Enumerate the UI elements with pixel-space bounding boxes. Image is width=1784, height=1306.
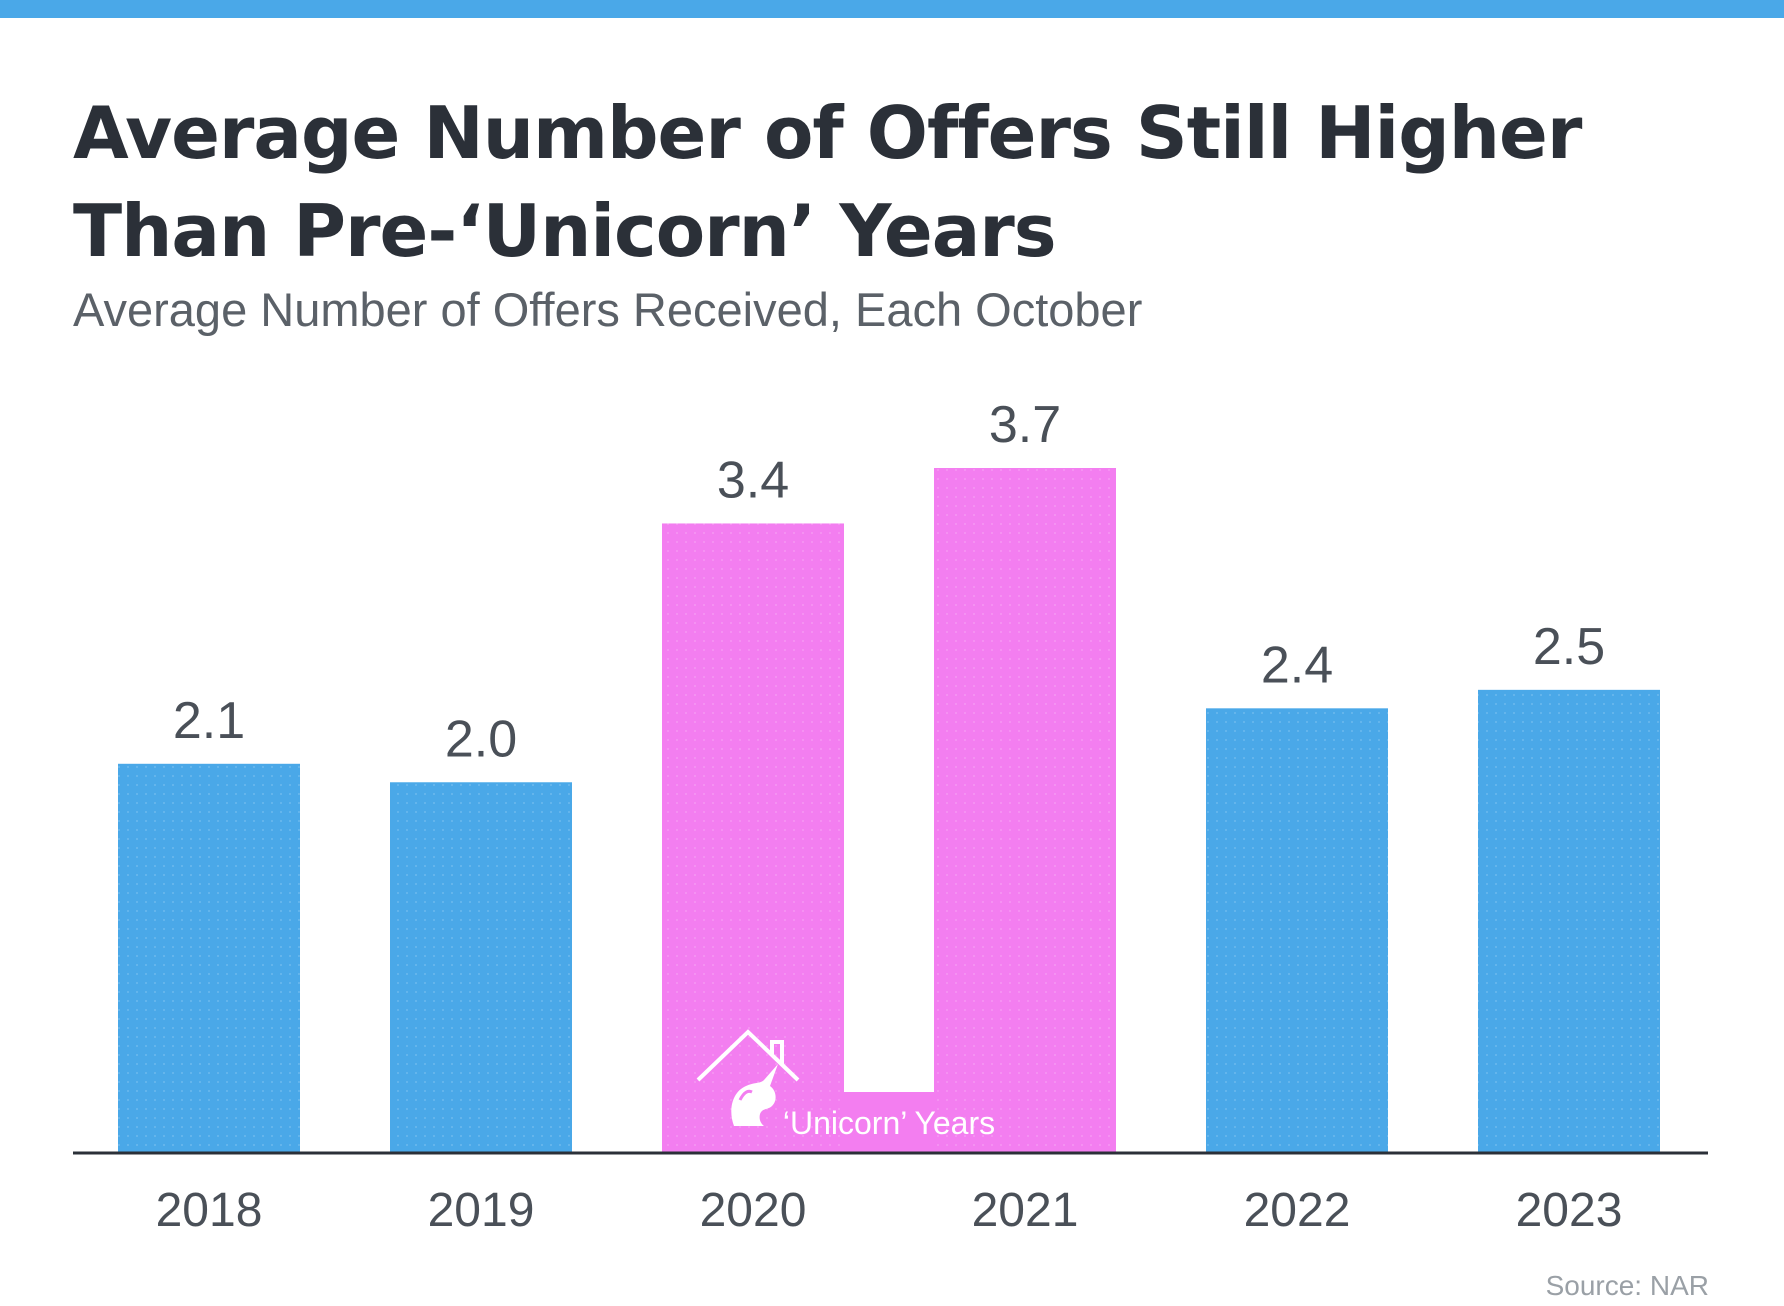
bar-texture-2018 xyxy=(118,763,300,1152)
x-tick-label-2023: 2023 xyxy=(1516,1184,1623,1237)
chart-title: Average Number of Offers Still Higher Th… xyxy=(73,91,1582,273)
unicorn-years-band xyxy=(844,1092,934,1152)
bar-value-label-2022: 2.4 xyxy=(1261,636,1333,694)
source-note: Source: NAR xyxy=(1545,1270,1709,1301)
x-tick-label-2021: 2021 xyxy=(972,1184,1079,1237)
bar-value-label-2023: 2.5 xyxy=(1533,618,1605,676)
x-tick-label-2019: 2019 xyxy=(428,1184,535,1237)
bar-texture-2023 xyxy=(1478,689,1660,1152)
unicorn-house-icon xyxy=(696,1029,800,1126)
bar-value-label-2021: 3.7 xyxy=(989,396,1061,454)
bar-value-label-2018: 2.1 xyxy=(173,692,245,750)
bar-texture-2020 xyxy=(662,523,844,1152)
x-tick-label-2022: 2022 xyxy=(1244,1184,1351,1237)
bar-texture-2019 xyxy=(390,782,572,1152)
chart-subtitle: Average Number of Offers Received, Each … xyxy=(73,283,1143,336)
bar-value-label-2019: 2.0 xyxy=(445,710,517,768)
x-tick-label-2020: 2020 xyxy=(700,1184,807,1237)
unicorn-years-annotation: ‘Unicorn’ Years xyxy=(696,1029,995,1152)
top-accent-bar xyxy=(0,0,1784,18)
x-tick-label-2018: 2018 xyxy=(156,1184,263,1237)
bar-texture-2022 xyxy=(1206,708,1388,1152)
unicorn-years-label: ‘Unicorn’ Years xyxy=(783,1105,995,1141)
bar-texture-2021 xyxy=(934,468,1116,1152)
bar-value-label-2020: 3.4 xyxy=(717,451,789,509)
